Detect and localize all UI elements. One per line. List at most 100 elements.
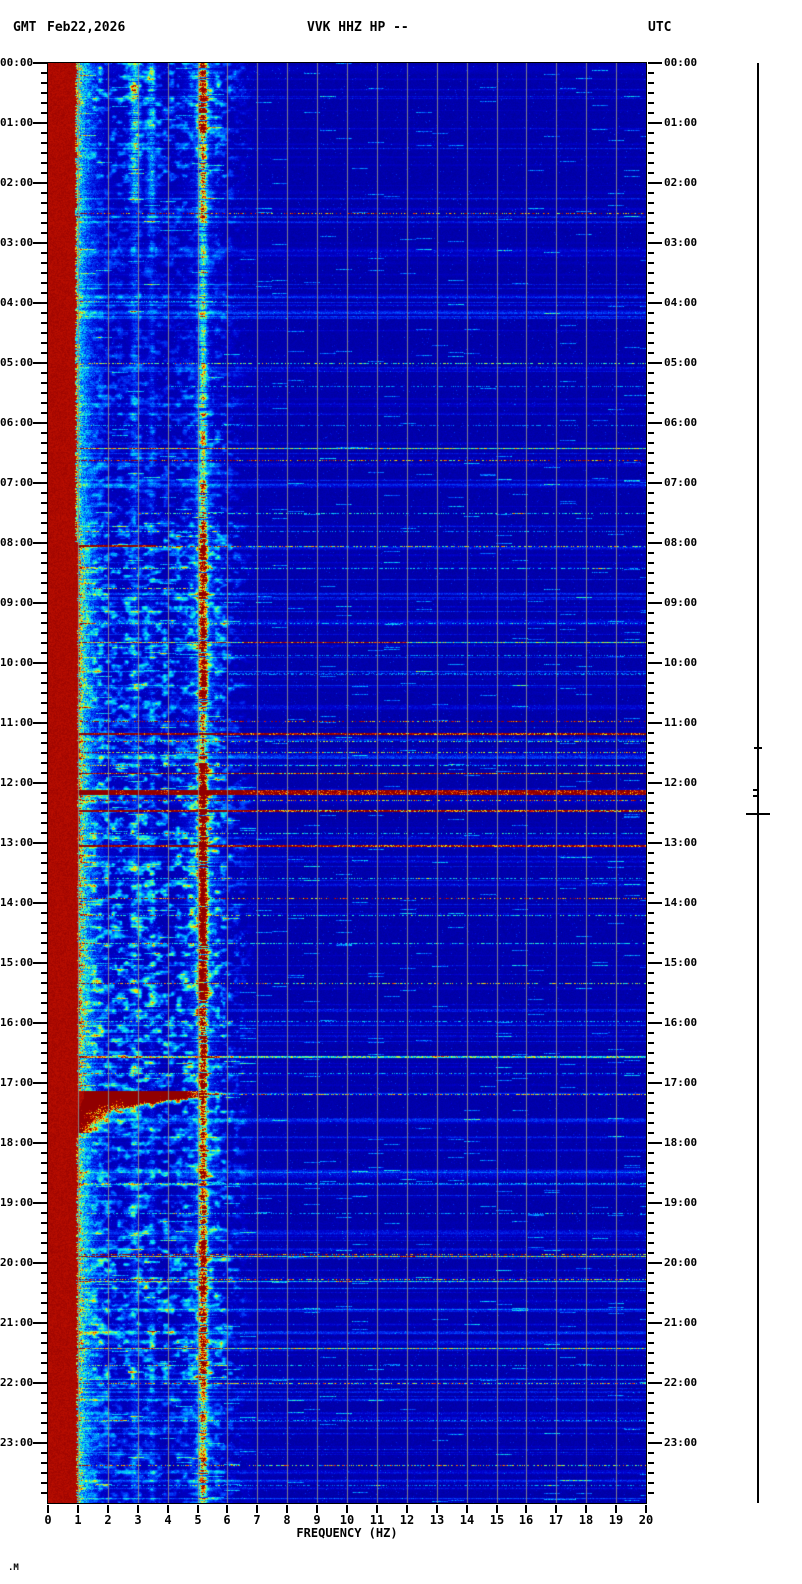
y-minor-tick-right bbox=[648, 1392, 654, 1394]
y-minor-tick-left bbox=[41, 692, 47, 694]
y-minor-tick-left bbox=[41, 852, 47, 854]
scale-bar-line bbox=[757, 63, 759, 1503]
y-minor-tick-right bbox=[648, 762, 654, 764]
x-tick-label: 14 bbox=[459, 1513, 475, 1527]
y-major-tick-right bbox=[648, 1382, 662, 1384]
y-minor-tick-left bbox=[41, 1412, 47, 1414]
y-minor-tick-left bbox=[41, 1212, 47, 1214]
y-major-tick-left bbox=[33, 242, 47, 244]
y-major-tick-right bbox=[648, 1442, 662, 1444]
time-label-right: 00:00 bbox=[664, 56, 698, 69]
y-minor-tick-right bbox=[648, 412, 654, 414]
y-major-tick-right bbox=[648, 1202, 662, 1204]
timezone-right-label: UTC bbox=[648, 20, 672, 35]
y-major-tick-left bbox=[33, 1262, 47, 1264]
y-major-tick-left bbox=[33, 1022, 47, 1024]
y-minor-tick-right bbox=[648, 522, 654, 524]
y-minor-tick-right bbox=[648, 252, 654, 254]
y-minor-tick-right bbox=[648, 162, 654, 164]
y-major-tick-left bbox=[33, 362, 47, 364]
y-minor-tick-left bbox=[41, 1292, 47, 1294]
time-label-left: 12:00 bbox=[0, 776, 34, 789]
y-minor-tick-right bbox=[648, 402, 654, 404]
time-label-right: 21:00 bbox=[664, 1316, 698, 1329]
x-tick-label: 16 bbox=[518, 1513, 534, 1527]
x-tick-label: 19 bbox=[608, 1513, 624, 1527]
y-minor-tick-left bbox=[41, 1072, 47, 1074]
time-label-left: 05:00 bbox=[0, 356, 34, 369]
y-minor-tick-left bbox=[41, 232, 47, 234]
x-tick bbox=[226, 1505, 228, 1513]
y-minor-tick-left bbox=[41, 1282, 47, 1284]
y-minor-tick-right bbox=[648, 672, 654, 674]
y-minor-tick-right bbox=[648, 752, 654, 754]
y-minor-tick-left bbox=[41, 162, 47, 164]
y-major-tick-right bbox=[648, 602, 662, 604]
x-tick bbox=[286, 1505, 288, 1513]
time-label-left: 16:00 bbox=[0, 1016, 34, 1029]
y-minor-tick-left bbox=[41, 1062, 47, 1064]
x-tick-label: 13 bbox=[429, 1513, 445, 1527]
x-tick bbox=[466, 1505, 468, 1513]
y-minor-tick-left bbox=[41, 142, 47, 144]
y-major-tick-left bbox=[33, 482, 47, 484]
x-tick bbox=[197, 1505, 199, 1513]
time-label-right: 01:00 bbox=[664, 116, 698, 129]
x-tick-label: 17 bbox=[548, 1513, 564, 1527]
y-minor-tick-left bbox=[41, 1002, 47, 1004]
time-label-left: 22:00 bbox=[0, 1376, 34, 1389]
y-major-tick-right bbox=[648, 62, 662, 64]
y-minor-tick-right bbox=[648, 222, 654, 224]
x-tick bbox=[585, 1505, 587, 1513]
y-major-tick-right bbox=[648, 842, 662, 844]
y-minor-tick-left bbox=[41, 282, 47, 284]
y-minor-tick-right bbox=[648, 442, 654, 444]
x-tick-label: 8 bbox=[283, 1513, 291, 1527]
y-minor-tick-left bbox=[41, 792, 47, 794]
y-major-tick-left bbox=[33, 842, 47, 844]
y-minor-tick-right bbox=[648, 82, 654, 84]
y-minor-tick-left bbox=[41, 912, 47, 914]
time-label-left: 23:00 bbox=[0, 1436, 34, 1449]
y-minor-tick-left bbox=[41, 132, 47, 134]
y-minor-tick-right bbox=[648, 862, 654, 864]
y-minor-tick-left bbox=[41, 152, 47, 154]
time-label-right: 02:00 bbox=[664, 176, 698, 189]
y-minor-tick-right bbox=[648, 1372, 654, 1374]
time-label-right: 17:00 bbox=[664, 1076, 698, 1089]
x-tick-label: 1 bbox=[74, 1513, 82, 1527]
y-major-tick-right bbox=[648, 722, 662, 724]
x-tick bbox=[107, 1505, 109, 1513]
y-major-tick-left bbox=[33, 1382, 47, 1384]
y-minor-tick-left bbox=[41, 1462, 47, 1464]
y-minor-tick-right bbox=[648, 552, 654, 554]
time-label-right: 10:00 bbox=[664, 656, 698, 669]
time-label-left: 19:00 bbox=[0, 1196, 34, 1209]
y-minor-tick-right bbox=[648, 1342, 654, 1344]
y-minor-tick-left bbox=[41, 672, 47, 674]
y-major-tick-left bbox=[33, 422, 47, 424]
y-minor-tick-left bbox=[41, 742, 47, 744]
y-major-tick-left bbox=[33, 122, 47, 124]
x-tick bbox=[436, 1505, 438, 1513]
y-minor-tick-left bbox=[41, 942, 47, 944]
y-minor-tick-left bbox=[41, 812, 47, 814]
y-minor-tick-left bbox=[41, 1482, 47, 1484]
y-minor-tick-right bbox=[648, 1432, 654, 1434]
y-minor-tick-right bbox=[648, 312, 654, 314]
y-minor-tick-right bbox=[648, 1092, 654, 1094]
time-label-left: 03:00 bbox=[0, 236, 34, 249]
y-minor-tick-left bbox=[41, 1342, 47, 1344]
y-minor-tick-right bbox=[648, 832, 654, 834]
y-major-tick-left bbox=[33, 62, 47, 64]
y-major-tick-right bbox=[648, 182, 662, 184]
y-minor-tick-left bbox=[41, 1222, 47, 1224]
y-minor-tick-left bbox=[41, 922, 47, 924]
y-minor-tick-right bbox=[648, 1072, 654, 1074]
y-minor-tick-right bbox=[648, 1132, 654, 1134]
y-minor-tick-right bbox=[648, 172, 654, 174]
y-minor-tick-right bbox=[648, 1472, 654, 1474]
y-minor-tick-left bbox=[41, 82, 47, 84]
y-major-tick-left bbox=[33, 302, 47, 304]
